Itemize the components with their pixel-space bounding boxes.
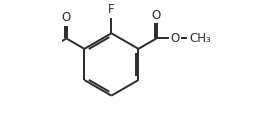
Text: O: O — [152, 9, 161, 22]
Text: O: O — [170, 32, 179, 45]
Text: CH₃: CH₃ — [189, 32, 211, 45]
Text: O: O — [62, 11, 71, 24]
Text: F: F — [108, 3, 115, 16]
